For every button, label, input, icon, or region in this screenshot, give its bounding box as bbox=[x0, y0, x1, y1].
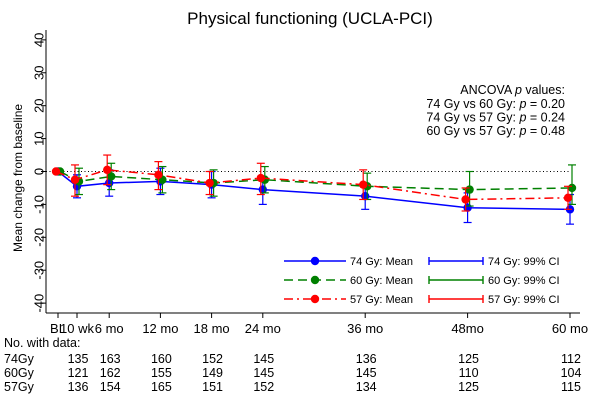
x-tick-label: 48mo bbox=[451, 321, 484, 336]
ancova-row-label: 74 Gy vs 60 Gy: bbox=[426, 97, 519, 111]
ancova-row: 74 Gy vs 60 Gy: p = 0.20 bbox=[426, 97, 565, 111]
mean-point bbox=[70, 175, 80, 184]
data-marks bbox=[51, 154, 577, 225]
y-tick-label: 30 bbox=[32, 66, 47, 80]
mean-point bbox=[103, 165, 112, 175]
table-cell: 115 bbox=[561, 380, 581, 394]
table-cell: 112 bbox=[561, 352, 581, 366]
mean-point bbox=[256, 173, 265, 183]
y-tick-label: -20 bbox=[32, 228, 47, 247]
series-0 bbox=[53, 167, 575, 225]
x-tick-label: 36 mo bbox=[347, 321, 383, 336]
x-tick-label: 24 mo bbox=[245, 321, 281, 336]
mean-point bbox=[465, 185, 474, 194]
y-tick-label: -10 bbox=[32, 195, 47, 214]
table-cell: 163 bbox=[100, 352, 121, 366]
ancova-heading: ANCOVA p values: bbox=[460, 83, 565, 97]
legend-mean-label: 57 Gy: Mean bbox=[350, 294, 413, 306]
table-cell: 145 bbox=[253, 352, 274, 366]
y-tick-label: 10 bbox=[32, 131, 47, 145]
legend-mean-marker bbox=[310, 275, 320, 285]
ancova-row: 60 Gy vs 57 Gy: p = 0.48 bbox=[426, 124, 565, 138]
ancova-heading-tail: values: bbox=[522, 83, 565, 97]
x-tick-label: 10 wk bbox=[60, 321, 94, 336]
table-cell: 145 bbox=[253, 366, 274, 380]
table-row-label: 60Gy bbox=[4, 366, 35, 380]
y-tick-label: -30 bbox=[32, 261, 47, 280]
numbers-table: No. with data:74Gy 135 163 160 152 145 136 125 1… bbox=[4, 336, 581, 394]
ancova-box: ANCOVA p values:74 Gy vs 60 Gy: p = 0.20… bbox=[426, 83, 565, 138]
mean-point bbox=[359, 180, 368, 189]
legend-ci-label: 74 Gy: 99% CI bbox=[488, 256, 560, 268]
table-cell: 155 bbox=[151, 366, 172, 380]
x-tick-label: 6 mo bbox=[95, 321, 124, 336]
x-tick-label: 12 mo bbox=[142, 321, 178, 336]
legend-ci-label: 57 Gy: 99% CI bbox=[488, 294, 560, 306]
y-tick-label: 40 bbox=[32, 33, 47, 47]
table-cell: 152 bbox=[202, 352, 223, 366]
ancova-row-label: 74 Gy vs 57 Gy: bbox=[426, 111, 519, 125]
legend: 74 Gy: Mean 74 Gy: 99% CI 60 Gy: Mean 60 Gy… bbox=[272, 250, 574, 310]
ancova-row: 74 Gy vs 57 Gy: p = 0.24 bbox=[426, 111, 565, 125]
table-cell: 110 bbox=[459, 366, 479, 380]
table-cell: 152 bbox=[253, 380, 274, 394]
table-cell: 121 bbox=[68, 366, 89, 380]
table-cell: 136 bbox=[68, 380, 89, 394]
mean-line bbox=[55, 169, 569, 201]
table-cell: 154 bbox=[100, 380, 121, 394]
mean-point bbox=[461, 195, 470, 204]
mean-point bbox=[567, 183, 577, 193]
mean-line bbox=[57, 170, 571, 211]
mean-line bbox=[59, 170, 573, 191]
ancova-heading-p: p bbox=[514, 83, 522, 97]
y-tick-label: 20 bbox=[32, 98, 47, 112]
table-cell: 136 bbox=[356, 352, 377, 366]
y-tick-label: -40 bbox=[32, 294, 47, 313]
table-cell: 104 bbox=[561, 366, 582, 380]
mean-point bbox=[563, 193, 573, 203]
table-cell: 125 bbox=[458, 352, 479, 366]
table-cell: 151 bbox=[202, 380, 223, 394]
table-cell: 162 bbox=[100, 366, 121, 380]
ancova-heading-text: ANCOVA bbox=[460, 83, 515, 97]
mean-point bbox=[107, 172, 116, 181]
x-tick-label: 60 mo bbox=[552, 321, 588, 336]
x-tick-label: BL bbox=[50, 321, 66, 336]
legend-ci-label: 60 Gy: 99% CI bbox=[488, 275, 560, 287]
ancova-row-p: p bbox=[518, 97, 526, 111]
table-cell: 135 bbox=[68, 352, 89, 366]
x-tick-label: 18 mo bbox=[194, 321, 230, 336]
table-cell: 134 bbox=[356, 380, 377, 394]
mean-point bbox=[205, 178, 214, 188]
ancova-row-p: p bbox=[518, 111, 526, 125]
table-header: No. with data: bbox=[4, 336, 80, 350]
chart-title: Physical functioning (UCLA-PCI) bbox=[187, 9, 433, 28]
legend-mean-label: 60 Gy: Mean bbox=[350, 275, 413, 287]
ancova-row-value: = 0.24 bbox=[526, 111, 565, 125]
table-row-label: 74Gy bbox=[4, 352, 35, 366]
ancova-row-label: 60 Gy vs 57 Gy: bbox=[426, 124, 519, 138]
ancova-row-p: p bbox=[518, 124, 526, 138]
series-1 bbox=[55, 162, 577, 207]
table-cell: 145 bbox=[356, 366, 377, 380]
table-cell: 165 bbox=[151, 380, 172, 394]
mean-point bbox=[51, 167, 61, 176]
y-tick-label: 0 bbox=[32, 168, 47, 175]
y-axis-label: Mean change from baseline bbox=[11, 104, 25, 252]
legend-mean-marker bbox=[310, 256, 320, 266]
ancova-row-value: = 0.20 bbox=[526, 97, 565, 111]
legend-mean-label: 74 Gy: Mean bbox=[350, 256, 413, 268]
ancova-row-value: = 0.48 bbox=[526, 124, 565, 138]
series-2 bbox=[51, 154, 573, 212]
table-cell: 125 bbox=[458, 380, 479, 394]
table-row-label: 57Gy bbox=[4, 380, 35, 394]
mean-point bbox=[154, 170, 163, 179]
table-cell: 160 bbox=[151, 352, 172, 366]
legend-background bbox=[272, 250, 574, 310]
legend-mean-marker bbox=[310, 294, 320, 304]
table-cell: 149 bbox=[202, 366, 223, 380]
